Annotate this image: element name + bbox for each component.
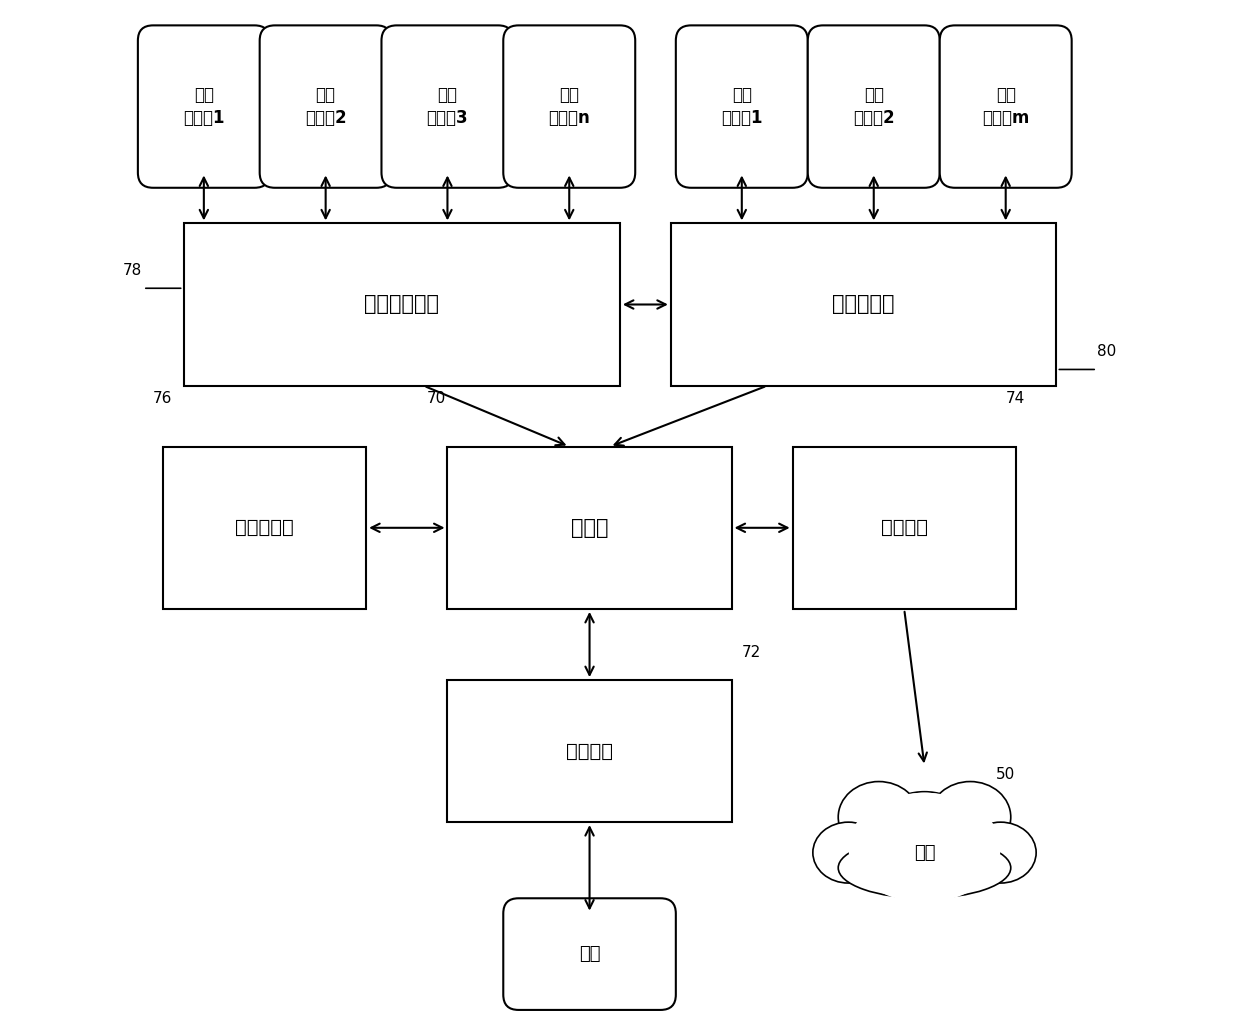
FancyBboxPatch shape	[164, 447, 366, 609]
Text: 70: 70	[427, 391, 446, 406]
Text: 用户: 用户	[579, 945, 600, 963]
FancyBboxPatch shape	[503, 898, 676, 1010]
FancyBboxPatch shape	[940, 25, 1071, 188]
Text: 传感器处理器: 传感器处理器	[365, 294, 439, 315]
Text: 虚拟
传感器2: 虚拟 传感器2	[853, 86, 894, 127]
Ellipse shape	[813, 822, 884, 883]
Ellipse shape	[848, 793, 1001, 902]
FancyBboxPatch shape	[676, 25, 807, 188]
Text: 处理器: 处理器	[570, 518, 609, 538]
Text: 用户接口: 用户接口	[565, 742, 613, 760]
Text: 78: 78	[123, 263, 141, 278]
Text: 物理
传感器3: 物理 传感器3	[427, 86, 469, 127]
FancyBboxPatch shape	[503, 25, 635, 188]
FancyBboxPatch shape	[807, 25, 940, 188]
Text: 存储器设备: 存储器设备	[236, 519, 294, 537]
FancyBboxPatch shape	[448, 447, 732, 609]
Text: 融合管理器: 融合管理器	[832, 294, 895, 315]
Ellipse shape	[930, 782, 1011, 853]
FancyBboxPatch shape	[184, 223, 620, 386]
Text: 虚拟
传感器m: 虚拟 传感器m	[982, 86, 1029, 127]
Ellipse shape	[874, 792, 975, 873]
Ellipse shape	[838, 837, 1011, 898]
Text: 72: 72	[742, 645, 761, 660]
Ellipse shape	[965, 822, 1037, 883]
FancyBboxPatch shape	[671, 223, 1056, 386]
Text: 通信接口: 通信接口	[880, 519, 928, 537]
FancyBboxPatch shape	[259, 25, 392, 188]
Text: 物理
传感器2: 物理 传感器2	[305, 86, 346, 127]
Text: 物理
传感器n: 物理 传感器n	[548, 86, 590, 127]
Text: 物理
传感器1: 物理 传感器1	[184, 86, 224, 127]
FancyBboxPatch shape	[382, 25, 513, 188]
FancyBboxPatch shape	[792, 447, 1016, 609]
Ellipse shape	[838, 782, 919, 853]
Text: 虚拟
传感器1: 虚拟 传感器1	[720, 86, 763, 127]
FancyBboxPatch shape	[448, 680, 732, 822]
Text: 80: 80	[1097, 344, 1116, 359]
FancyBboxPatch shape	[138, 25, 270, 188]
Text: 网络: 网络	[914, 843, 935, 862]
Text: 76: 76	[153, 391, 172, 406]
Text: 50: 50	[996, 766, 1014, 782]
Text: 74: 74	[1006, 391, 1025, 406]
